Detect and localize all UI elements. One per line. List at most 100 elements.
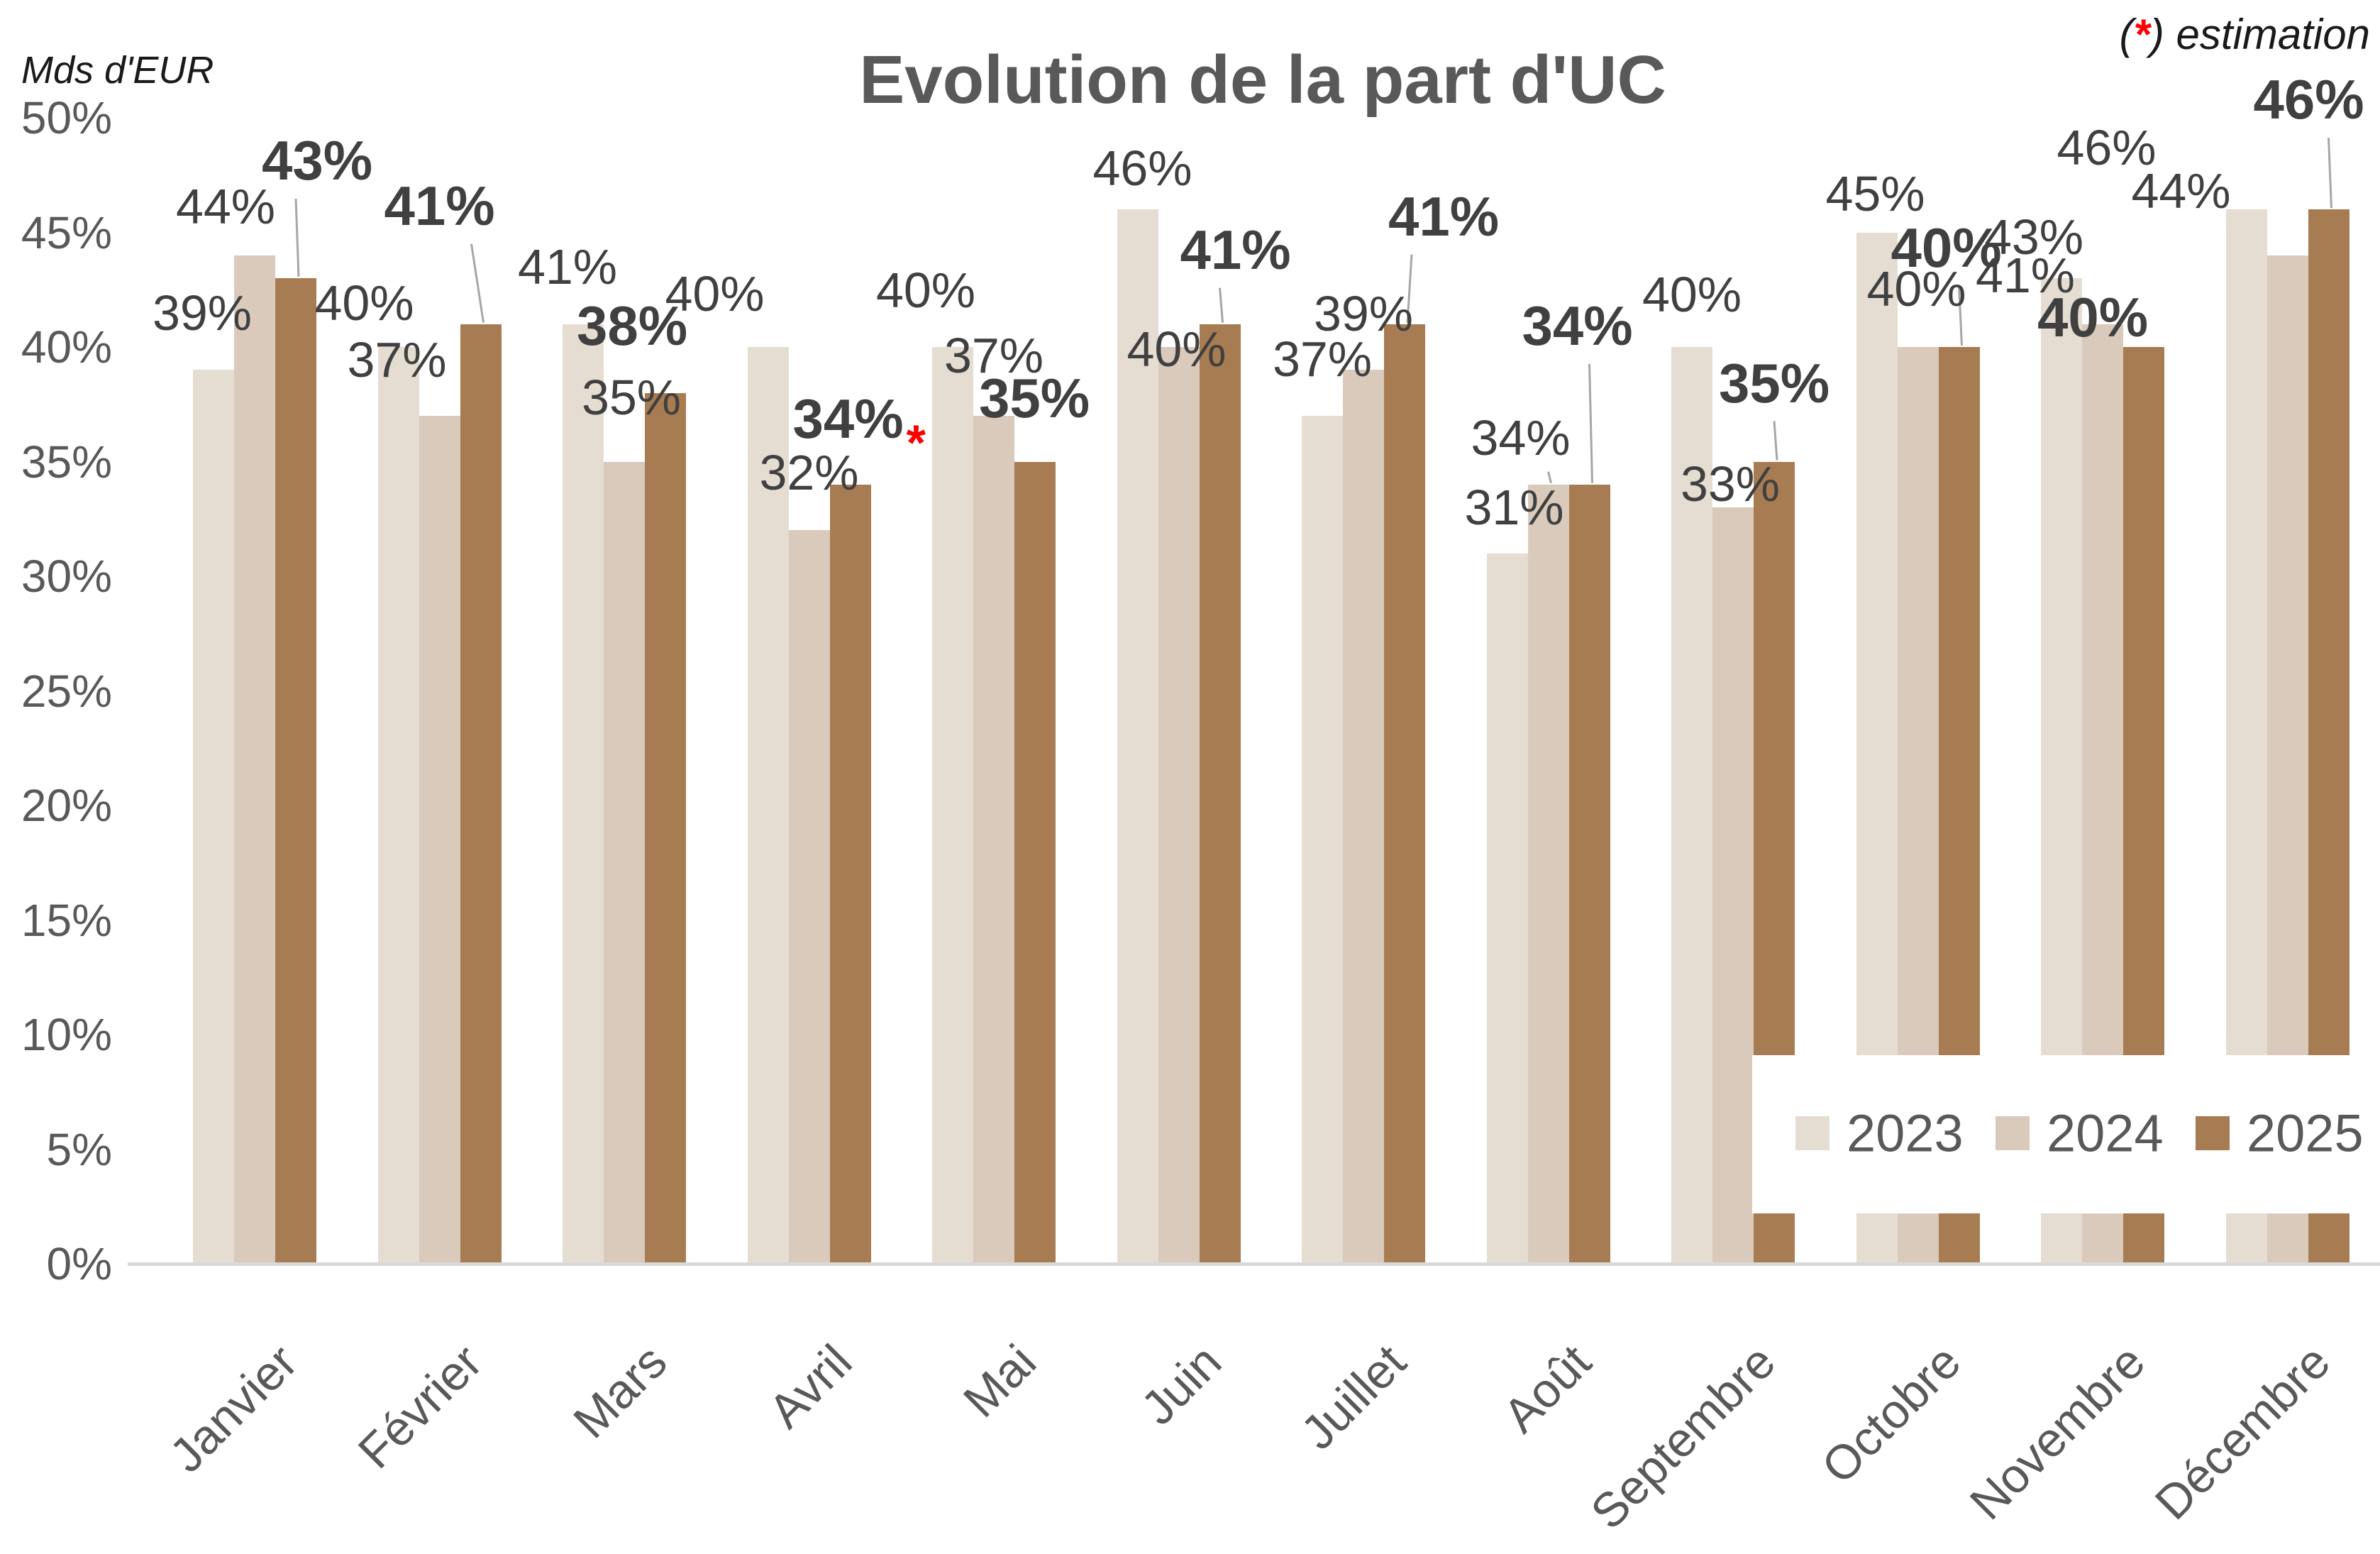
bar-2024-mai (973, 415, 1014, 1264)
y-axis-unit-label: Mds d'EUR (21, 49, 214, 92)
data-label-2024-juillet: 39% (1313, 286, 1414, 342)
x-label-mars: Mars (563, 1334, 677, 1449)
bar-2025-juin (1199, 324, 1241, 1264)
bar-2025-janvier (275, 278, 316, 1264)
data-label-2024-mars: 35% (581, 369, 682, 425)
y-tick-5: 5% (46, 1123, 113, 1175)
y-tick-50: 50% (21, 92, 112, 143)
bar-2025-aout (1568, 484, 1610, 1264)
data-label-2023-juillet: 37% (1272, 331, 1373, 387)
data-label-2024-juin: 40% (1127, 321, 1227, 377)
x-label-decembre: Décembre (2144, 1334, 2340, 1531)
leader-line-2025-janvier (294, 199, 300, 277)
legend-label-2025: 2025 (2247, 1103, 2364, 1163)
legend (1752, 1055, 2380, 1213)
data-label-2023-novembre: 43% (1983, 209, 2084, 265)
bar-2024-fevrier (419, 415, 460, 1264)
y-tick-45: 45% (21, 206, 112, 258)
estimation-asterisk-icon: * (2133, 11, 2150, 58)
x-label-fevrier: Février (348, 1334, 492, 1479)
data-label-2025-avril: 34% * (792, 387, 926, 471)
data-label-2023-mars: 41% (517, 238, 618, 294)
leader-line-2025-decembre (2328, 138, 2332, 209)
bar-2023-mars (563, 324, 604, 1264)
bar-2025-fevrier (460, 324, 502, 1264)
data-label-2025-janvier: 43% (261, 129, 373, 192)
bar-2025-mai (1014, 461, 1056, 1264)
x-label-juillet: Juillet (1290, 1334, 1417, 1460)
chart-title: Evolution de la part d'UC (859, 42, 1666, 118)
data-label-2024-janvier: 44% (175, 178, 276, 234)
x-label-octobre: Octobre (1811, 1334, 1971, 1494)
legend-label-2023: 2023 (1847, 1103, 1964, 1163)
estimated-value-asterisk-icon: * (906, 414, 926, 471)
bar-2023-avril (747, 347, 789, 1264)
leader-line-2025-juin (1219, 287, 1224, 323)
bar-2023-janvier (193, 370, 234, 1264)
bar-2025-mars (645, 392, 686, 1264)
data-label-2023-decembre: 46% (2057, 120, 2157, 176)
data-label-2025-decembre: 46% (2253, 68, 2364, 131)
data-label-2025-aout: 34% (1522, 294, 1633, 357)
x-label-mai: Mai (953, 1334, 1047, 1428)
x-label-avril: Avril (758, 1334, 862, 1439)
data-label-2025-novembre: 40% (2037, 286, 2149, 348)
bar-2023-juillet (1302, 415, 1343, 1264)
bar-2023-fevrier (377, 347, 419, 1264)
legend-swatch-2025 (2196, 1116, 2230, 1150)
data-label-2024-septembre: 33% (1680, 456, 1781, 512)
data-label-2025-septembre: 35% (1718, 351, 1830, 414)
data-label-2025-mai: 35% (978, 366, 1090, 429)
y-tick-0: 0% (46, 1238, 113, 1289)
data-label-2025-octobre: 40% (1891, 216, 2002, 279)
bar-2023-aout (1486, 553, 1528, 1264)
legend-swatch-2023 (1795, 1116, 1830, 1150)
x-label-janvier: Janvier (159, 1334, 308, 1483)
estimation-note: (*) estimation (2120, 10, 2370, 59)
data-label-2023-mai: 40% (875, 263, 976, 318)
leader-line-2025-septembre (1773, 421, 1778, 461)
data-label-2023-janvier: 39% (152, 285, 253, 341)
legend-label-2024: 2024 (2047, 1103, 2164, 1163)
bar-2024-avril (788, 530, 830, 1264)
bar-2024-mars (604, 461, 645, 1264)
data-label-2023-octobre: 45% (1825, 165, 1925, 221)
bar-2024-juillet (1343, 370, 1384, 1264)
data-label-2024-mai: 37% (943, 327, 1044, 383)
data-label-2023-fevrier: 40% (314, 275, 414, 331)
y-tick-15: 15% (21, 894, 112, 946)
x-axis-line (128, 1262, 2380, 1266)
data-label-2024-octobre: 40% (1866, 261, 1966, 316)
data-label-2023-aout: 31% (1464, 479, 1564, 535)
data-label-2023-juin: 46% (1092, 140, 1192, 197)
y-tick-25: 25% (21, 665, 112, 717)
x-label-novembre: Novembre (1959, 1334, 2156, 1531)
data-label-2025-mars: 38% (576, 294, 688, 357)
y-tick-30: 30% (21, 551, 112, 602)
y-tick-40: 40% (21, 321, 112, 373)
bar-2024-aout (1527, 484, 1569, 1264)
y-tick-20: 20% (21, 780, 112, 831)
leader-line-2025-fevrier (470, 243, 485, 323)
data-label-2024-fevrier: 37% (347, 331, 447, 387)
data-label-2024-decembre: 44% (2131, 162, 2231, 219)
bar-2023-mai (932, 347, 973, 1264)
y-tick-35: 35% (21, 436, 112, 487)
data-label-2024-avril: 32% (759, 445, 859, 501)
x-label-juin: Juin (1130, 1334, 1231, 1435)
x-label-aout: Août (1493, 1334, 1601, 1443)
data-label-2023-avril: 40% (665, 266, 765, 321)
data-label-2024-novembre: 41% (1975, 247, 2076, 303)
bar-2023-juin (1117, 209, 1158, 1264)
bar-2025-avril (829, 484, 871, 1264)
bar-2024-juin (1158, 347, 1200, 1264)
data-label-2024-aout: 34% (1471, 409, 1571, 465)
data-label-2025-juin: 41% (1180, 218, 1291, 281)
bar-2024-janvier (234, 255, 275, 1264)
estimation-note-paren-open: ( (2119, 11, 2134, 58)
y-tick-10: 10% (21, 1009, 112, 1060)
data-label-2025-fevrier: 41% (384, 174, 495, 237)
data-label-2023-septembre: 40% (1642, 267, 1742, 322)
data-label-2025-juillet: 41% (1388, 184, 1500, 248)
